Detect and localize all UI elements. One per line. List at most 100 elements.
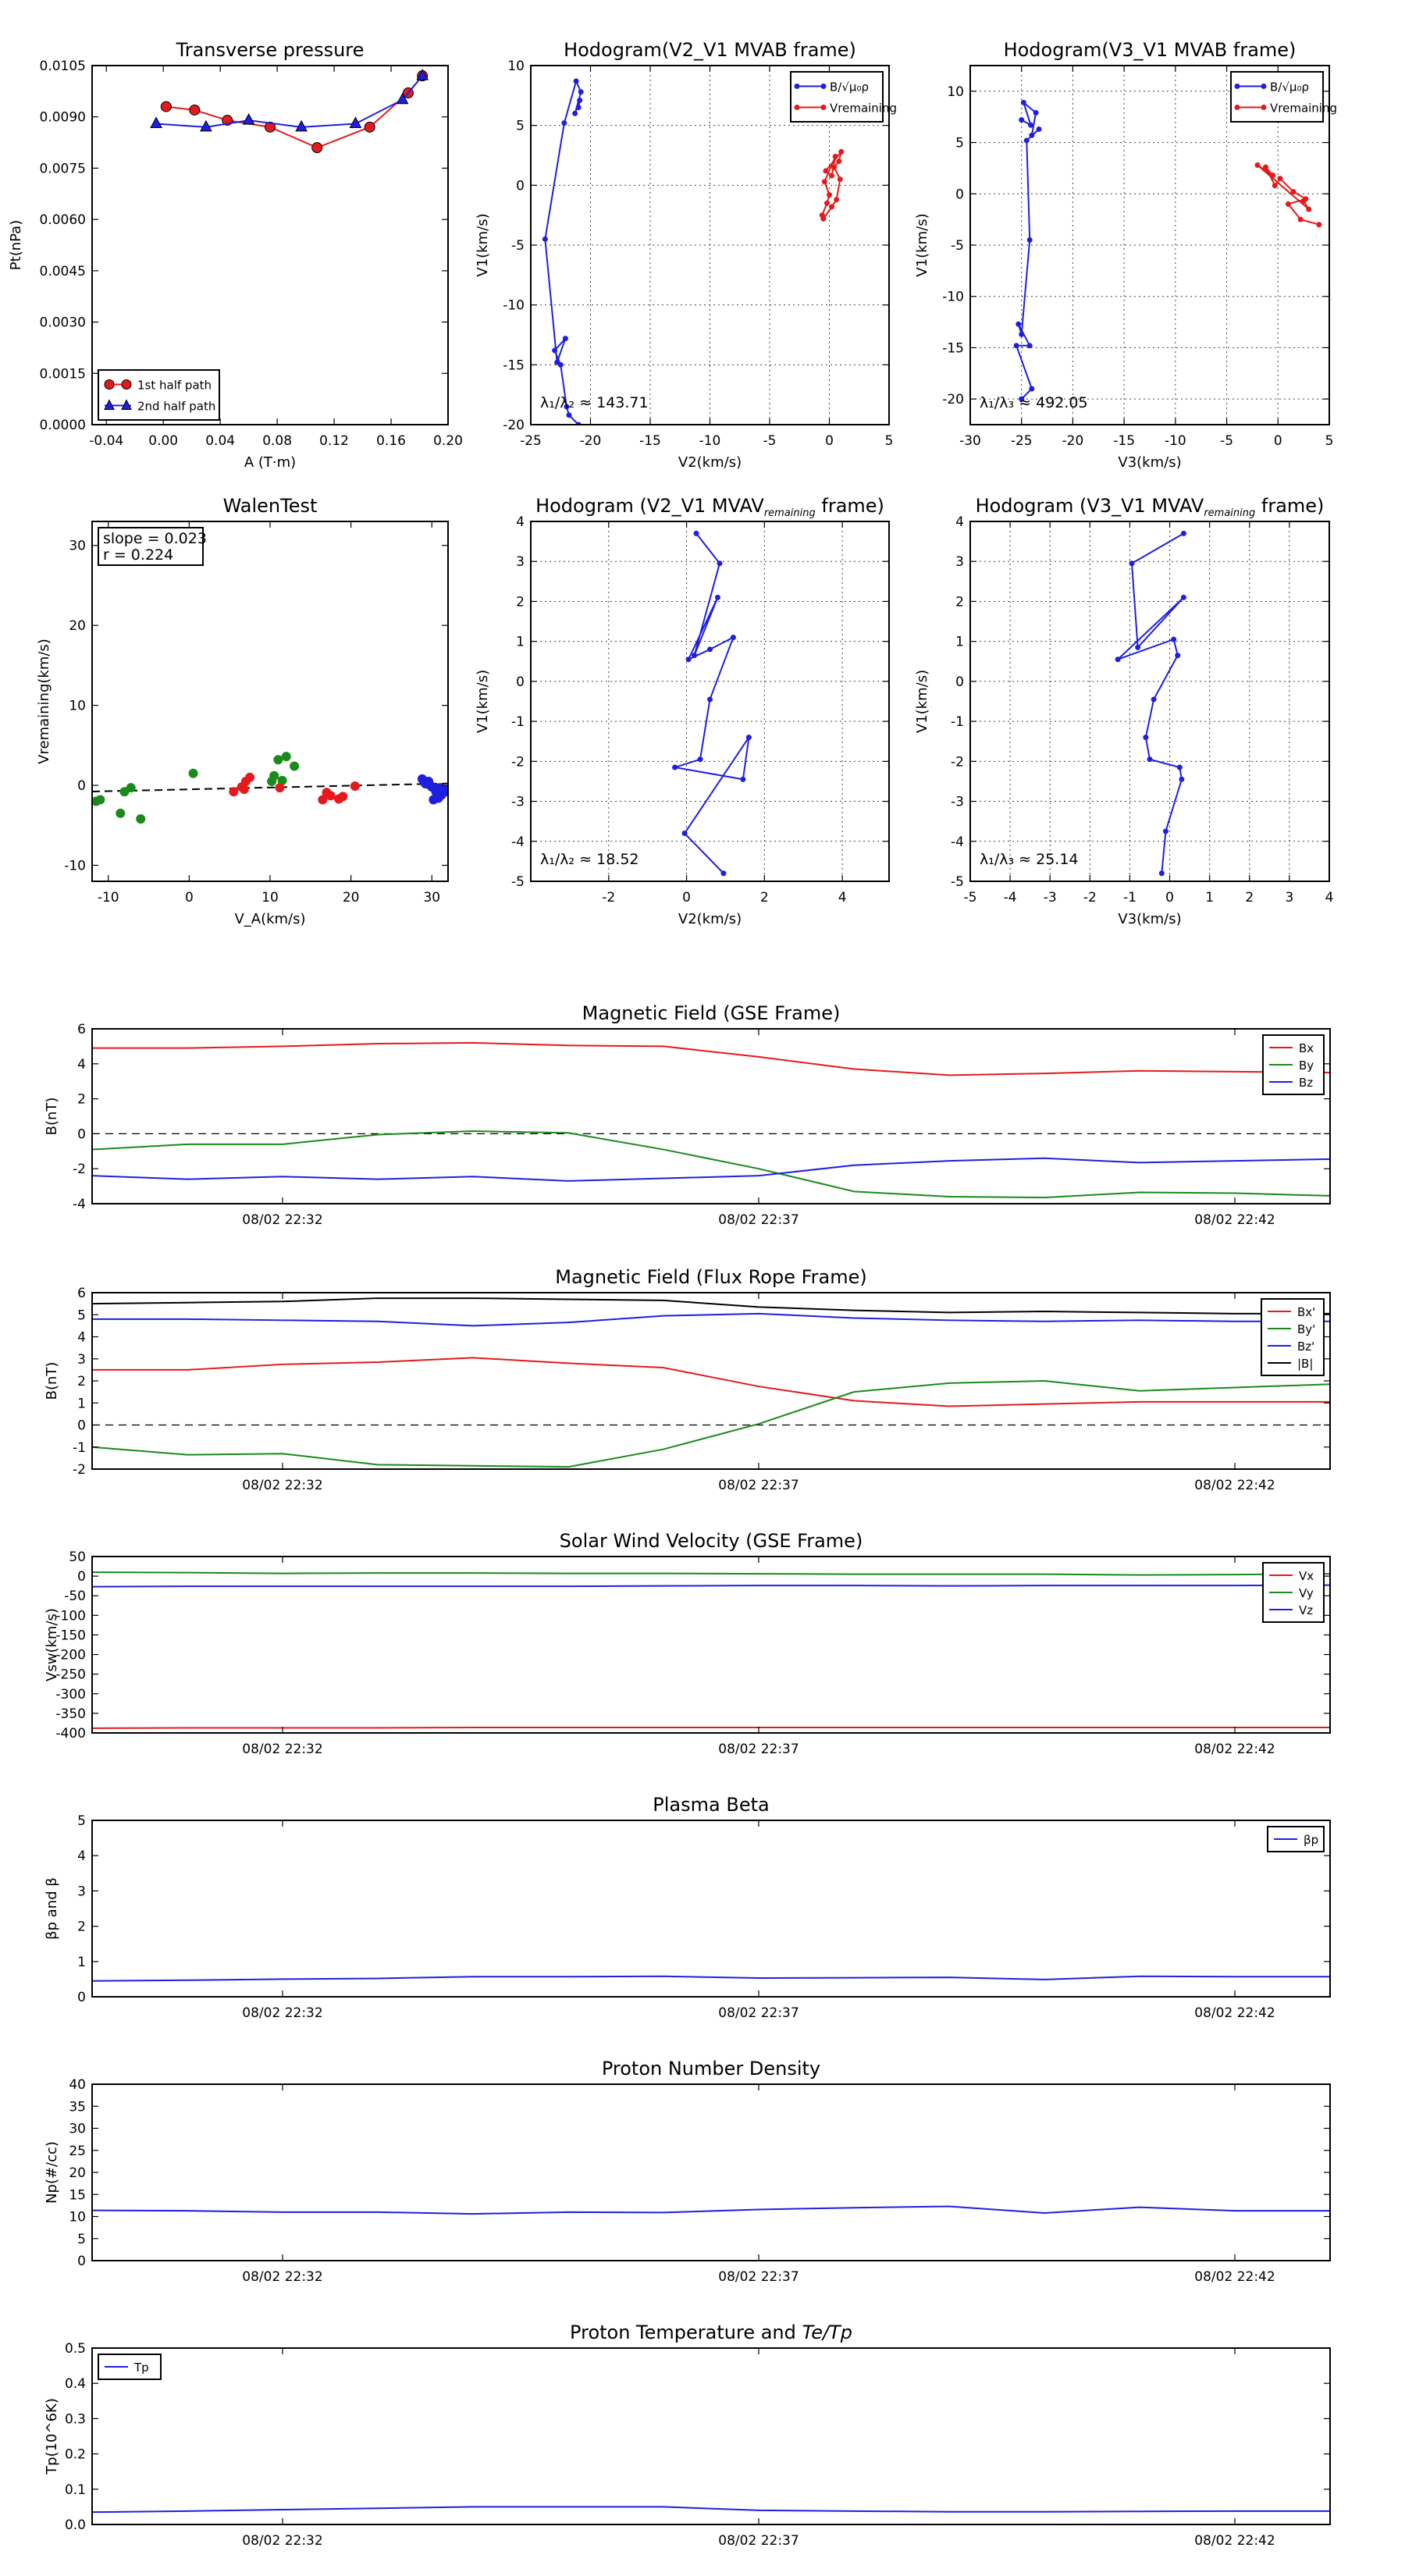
axes-frame [91,65,449,425]
series-0-point [697,756,703,763]
x-tick-label: -4 [1004,890,1017,906]
axes-frame [91,1556,1331,1734]
legend-label: Bz' [1297,1340,1314,1354]
series-v-remaining-point [1290,189,1297,195]
y-tick-label: -4 [951,834,964,850]
y-tick-label: 2 [955,594,964,610]
y-tick-label: 0 [516,674,525,690]
legend-label: Vremaining [1270,101,1337,116]
y-tick-label: -200 [55,1648,86,1663]
series-group [1115,530,1186,877]
series-b-point [1019,331,1025,337]
y-tick-label: 5 [77,1308,86,1323]
y-tick-label: 0.1 [65,2482,86,2498]
series-group [1013,99,1322,402]
series-2-point [435,783,445,793]
series-v-remaining-point [1285,201,1291,207]
transverse-pressure-chart: -0.04 0.00 0.04 0.08 0.12 0.16 0.20 0.0000 0.001… [8,39,463,471]
y-tick-label: 3 [77,1884,86,1899]
series-bz-line [92,1312,1330,1327]
legend-marker [1234,105,1240,110]
walen-test-chart: -10 0 10 20 30 -10 0 10 20 30 WalenTest V_A(km/s) Vr… [36,495,449,927]
y-tick-label: 0.0045 [40,264,86,279]
legend-box [790,71,884,123]
x-tick-label: 5 [1325,433,1334,449]
series-b-point [561,120,567,126]
series-vz-line [92,1584,1330,1588]
y-tick-label: 4 [516,514,525,530]
y-tick-label: 35 [69,2099,86,2115]
series-2nd-half-path-point [349,116,362,128]
x-tick-label: 4 [838,890,847,906]
series-tp-line [92,2506,1330,2514]
series-0-point [1171,636,1177,642]
y-tick-label: 0.0030 [40,315,86,331]
chart-title: WalenTest [223,495,318,517]
y-tick-label: -2 [73,1162,86,1177]
series-v-remaining-point [838,148,845,155]
x-tick-label: -3 [1044,890,1057,906]
y-tick-label: 4 [77,1330,86,1346]
y-tick-label: 0 [955,187,964,202]
series-by-line [92,1130,1330,1199]
series-b-point [1016,321,1022,327]
y-tick-label: -150 [55,1628,86,1643]
y-tick-label: 10 [69,699,86,714]
y-tick-label: 0 [77,1569,86,1585]
title-rest: frame) [1255,495,1324,517]
series-1st-half-path-point [189,104,201,116]
title-math: Te/Tp [802,2322,852,2343]
legend-marker [104,379,115,390]
chart-title: Magnetic Field (GSE Frame) [582,1002,841,1024]
series-0-point [1129,560,1135,567]
legend-marker [1234,84,1240,89]
stats-line: slope = 0.023 [103,530,207,547]
chart-title: Plasma Beta [653,1794,769,1816]
y-tick-label: -2 [511,754,525,770]
stats-box [98,527,204,566]
y-tick-label: 0.0075 [40,161,86,176]
series-bx-line [92,1357,1330,1407]
series-0-point [714,594,720,600]
y-tick-label: -4 [73,1197,86,1212]
series-2nd-half-path-point [295,119,308,132]
series-0-line [92,2205,1330,2215]
series-v-remaining-point [831,164,838,170]
x-tick-label: -20 [1062,433,1084,449]
series-0-point [672,764,678,770]
y-tick-label: 40 [69,2077,86,2093]
series-bx-line [92,1041,1330,1076]
series-0-point [1175,653,1181,659]
x-tick-label: 08/02 22:42 [1194,2269,1275,2285]
series-b-point [1019,396,1025,402]
series-b-line [1016,101,1040,400]
series-b-point [1020,99,1026,105]
series-0-point [1180,594,1186,600]
y-tick-label: 25 [69,2144,86,2159]
x-tick-label: 0 [682,890,691,906]
legend-marker [820,105,827,110]
y-tick-label: 5 [955,136,964,151]
x-tick-label: 1 [1205,890,1214,906]
x-axis-label: V2(km/s) [678,454,742,471]
series-0-point [281,752,291,762]
x-tick-label: -2 [1083,890,1097,906]
series-0-point [692,653,698,659]
x-tick-label: 08/02 22:42 [1194,1212,1275,1228]
x-tick-label: -15 [639,433,661,449]
y-tick-label: 1 [955,635,964,650]
series-b-point [562,336,568,342]
legend-label: Tp [133,2361,149,2375]
series-1st-half-path-point [265,121,276,133]
series-0-point [1143,735,1149,741]
y-tick-label: -5 [511,874,525,890]
title-subscript: remaining [764,507,816,519]
series-group [92,2205,1330,2215]
series-v-remaining-point [834,197,840,203]
series-2nd-half-path-point [242,113,255,125]
x-tick-label: 08/02 22:42 [1194,1742,1275,1757]
legend-marker [121,399,132,410]
series-1-point [325,791,336,801]
chart-title: Hodogram (V2_V1 MVAVremaining frame) [535,495,884,519]
series-v-remaining-point [819,212,825,219]
